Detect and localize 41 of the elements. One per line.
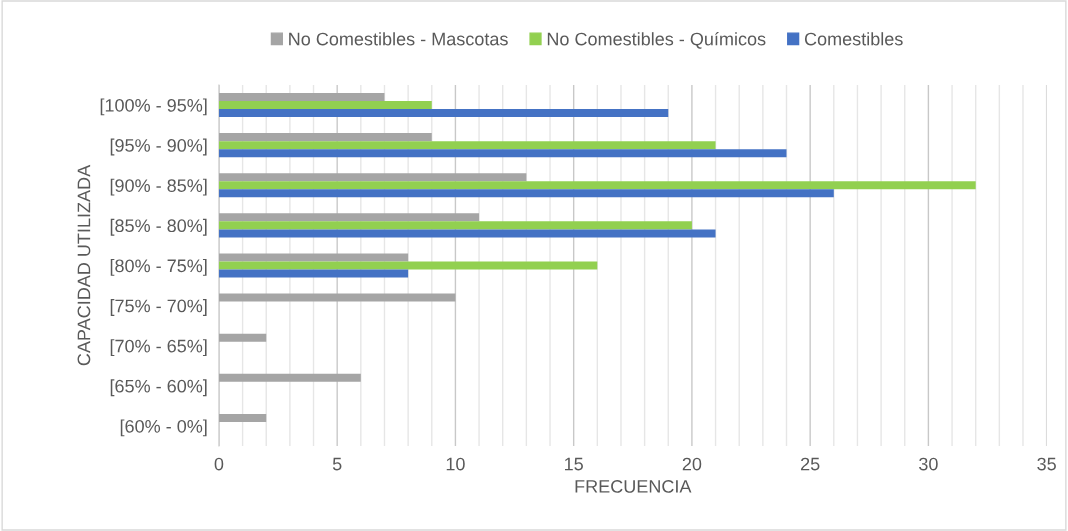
bar	[218, 133, 432, 142]
y-tick-label: [95% - 90%]	[110, 138, 207, 156]
y-axis-title: CAPACIDAD UTILIZADA	[77, 164, 91, 366]
legend-label: Comestibles	[804, 32, 903, 46]
bar	[218, 149, 787, 158]
y-tick-label: [70% - 65%]	[110, 339, 207, 357]
legend-label: No Comestibles - Químicos	[547, 31, 766, 49]
bar	[218, 189, 834, 198]
x-tick-label: 15	[565, 457, 583, 471]
bar	[218, 221, 692, 230]
bar	[218, 141, 716, 150]
x-tick-label: 30	[919, 457, 938, 471]
legend-label: No Comestibles - Mascotas	[289, 32, 508, 46]
y-tick-label: [65% - 60%]	[110, 379, 207, 397]
bar	[218, 269, 409, 278]
bar	[218, 333, 267, 342]
bar	[218, 261, 598, 270]
x-tick-label: 0	[214, 457, 224, 471]
x-tick-label: 10	[446, 457, 465, 471]
bar	[218, 413, 267, 422]
y-tick-label: [85% - 80%]	[110, 218, 207, 236]
x-tick-label: 20	[682, 457, 702, 471]
bar	[218, 109, 669, 118]
bar	[218, 101, 432, 110]
y-tick-label: [60% - 0%]	[120, 419, 207, 437]
bar	[218, 229, 716, 238]
bar	[218, 373, 361, 382]
bar	[218, 173, 527, 182]
bar	[218, 253, 409, 262]
y-tick-label: [80% - 75%]	[110, 258, 207, 276]
bar	[218, 92, 385, 102]
y-tick-label: [90% - 85%]	[110, 178, 207, 196]
x-tick-label: 35	[1037, 457, 1056, 471]
y-tick-label: [75% - 70%]	[110, 299, 207, 316]
x-tick-label: 25	[801, 457, 820, 471]
x-tick-label: 5	[332, 457, 342, 471]
x-axis-title: FRECUENCIA	[575, 480, 692, 493]
y-tick-label: [100% - 95%]	[100, 98, 207, 116]
bar	[218, 293, 456, 302]
bar	[218, 213, 480, 222]
bar	[218, 181, 976, 190]
